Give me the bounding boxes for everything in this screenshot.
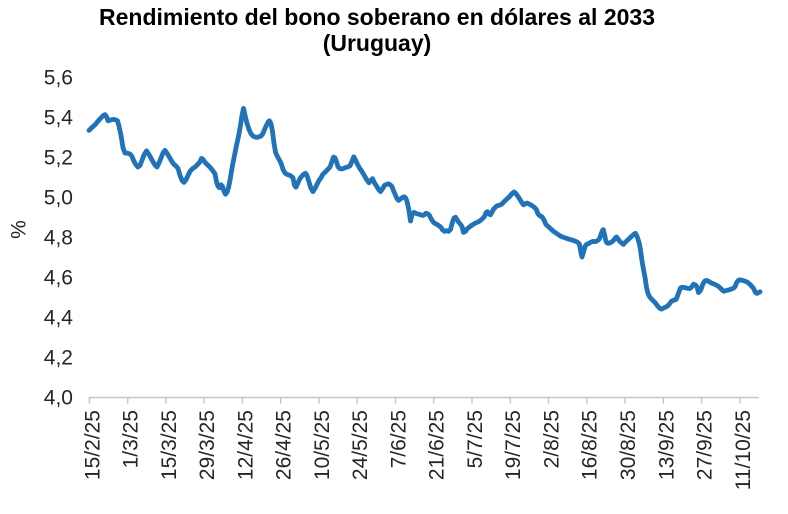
- svg-text:5,2: 5,2: [44, 147, 73, 170]
- svg-text:13/9/25: 13/9/25: [655, 410, 678, 480]
- svg-text:5,0: 5,0: [44, 187, 73, 210]
- svg-text:21/6/25: 21/6/25: [426, 410, 449, 480]
- svg-text:7/6/25: 7/6/25: [387, 410, 410, 468]
- svg-text:26/4/25: 26/4/25: [273, 410, 296, 480]
- svg-text:4,2: 4,2: [44, 347, 73, 370]
- svg-text:5/7/25: 5/7/25: [464, 410, 487, 468]
- svg-text:10/5/25: 10/5/25: [311, 410, 334, 480]
- svg-text:4,8: 4,8: [44, 227, 73, 250]
- svg-text:5,6: 5,6: [44, 67, 73, 90]
- svg-text:24/5/25: 24/5/25: [349, 410, 372, 480]
- svg-text:19/7/25: 19/7/25: [502, 410, 525, 480]
- svg-text:%: %: [7, 220, 30, 239]
- svg-text:5,4: 5,4: [44, 107, 74, 130]
- svg-text:16/8/25: 16/8/25: [579, 410, 602, 480]
- svg-text:15/2/25: 15/2/25: [81, 410, 104, 480]
- svg-text:27/9/25: 27/9/25: [694, 410, 717, 480]
- svg-text:1/3/25: 1/3/25: [120, 410, 143, 468]
- svg-text:11/10/25: 11/10/25: [732, 410, 755, 490]
- svg-text:4,4: 4,4: [44, 307, 74, 330]
- svg-text:30/8/25: 30/8/25: [617, 410, 640, 480]
- svg-text:15/3/25: 15/3/25: [158, 410, 181, 480]
- svg-text:2/8/25: 2/8/25: [540, 410, 563, 468]
- svg-text:4,6: 4,6: [44, 267, 73, 290]
- svg-text:29/3/25: 29/3/25: [196, 410, 219, 480]
- svg-text:4,0: 4,0: [44, 387, 73, 410]
- svg-text:12/4/25: 12/4/25: [234, 410, 257, 480]
